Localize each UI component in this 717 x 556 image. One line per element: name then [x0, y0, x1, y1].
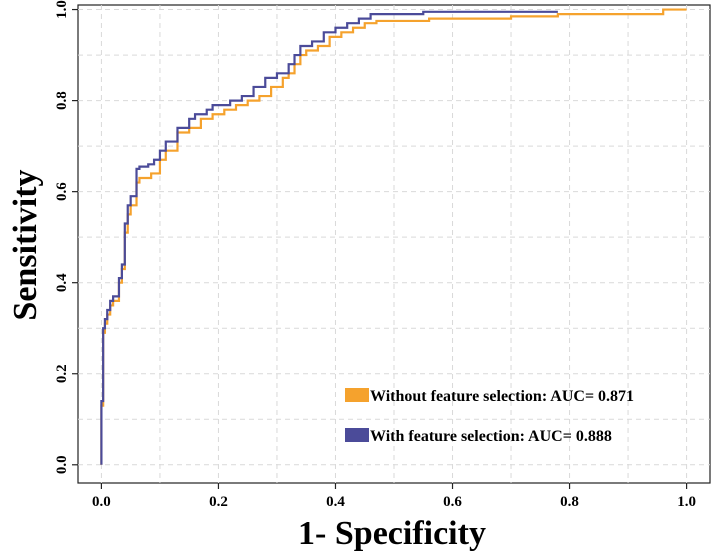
x-tick-label: 0.6	[443, 494, 462, 510]
legend-swatch-with-feature-selection	[345, 428, 369, 442]
x-tick-label: 0.8	[560, 494, 579, 510]
y-axis-title: Sensitivity	[7, 169, 44, 320]
legend-label-without-feature-selection: Without feature selection: AUC= 0.871	[370, 388, 634, 405]
y-tick-label: 0.0	[54, 455, 70, 474]
axis-ticks: 0.0 0.2 0.4 0.6 0.8 1.0 0.0 0.2 0.4 0.6 0.8 1.0	[54, 0, 696, 510]
y-tick-label: 0.4	[54, 273, 70, 292]
x-tick-label: 0.0	[92, 494, 111, 510]
y-tick-label: 1.0	[54, 0, 70, 19]
y-tick-label: 0.2	[54, 364, 70, 383]
series-lines	[100, 8, 687, 465]
legend-swatch-without-feature-selection	[345, 388, 369, 402]
x-tick-label: 1.0	[677, 494, 696, 510]
grid	[78, 5, 710, 483]
legend-label-with-feature-selection: With feature selection: AUC= 0.888	[370, 428, 612, 445]
x-axis-title: 1- Specificity	[298, 515, 486, 552]
x-tick-label: 0.2	[209, 494, 228, 510]
y-tick-label: 0.8	[54, 91, 70, 110]
legend: Without feature selection: AUC= 0.871 Wi…	[345, 388, 634, 445]
y-tick-label: 0.6	[54, 182, 70, 201]
x-tick-label: 0.4	[326, 494, 345, 510]
roc-line-with-feature-selection	[100, 10, 558, 465]
